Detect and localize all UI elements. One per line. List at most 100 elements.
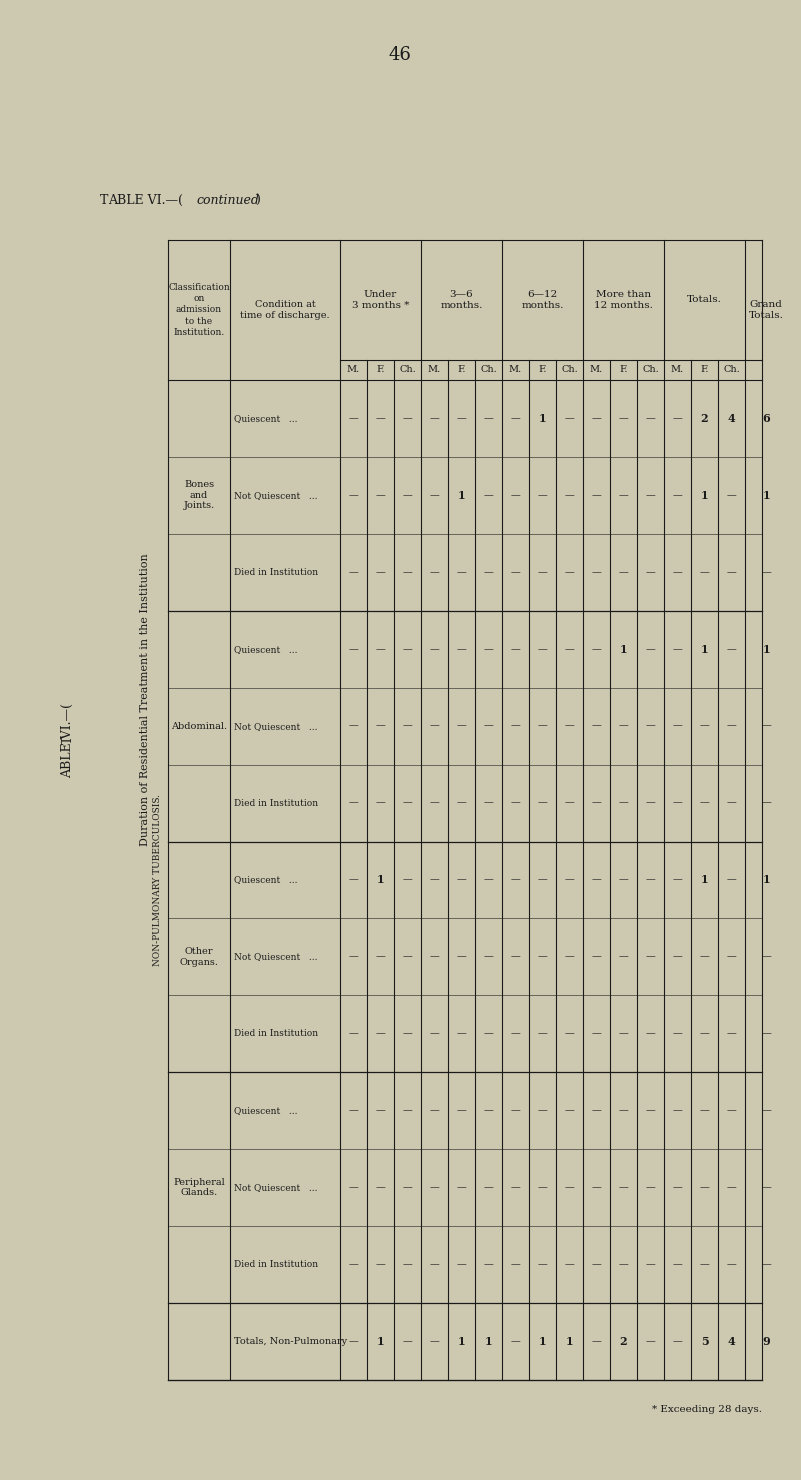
Text: —: — — [699, 1183, 710, 1193]
Text: —: — — [348, 1106, 358, 1116]
Text: —: — — [429, 1336, 440, 1345]
Text: —: — — [727, 1259, 736, 1270]
Text: Other
Organs.: Other Organs. — [179, 947, 219, 966]
Text: —: — — [429, 414, 440, 423]
Text: —: — — [761, 1106, 771, 1116]
Text: —: — — [592, 1259, 602, 1270]
Text: —: — — [510, 1336, 521, 1345]
Text: —: — — [673, 568, 682, 577]
Text: —: — — [403, 799, 413, 808]
Text: F.: F. — [376, 366, 384, 374]
Text: —: — — [403, 491, 413, 500]
Text: —: — — [457, 876, 466, 885]
Text: F.: F. — [538, 366, 547, 374]
Text: —: — — [761, 1183, 771, 1193]
Text: —: — — [537, 491, 547, 500]
Text: —: — — [510, 414, 521, 423]
Text: —: — — [565, 799, 574, 808]
Text: —: — — [592, 1030, 602, 1039]
Text: —: — — [592, 799, 602, 808]
Text: —: — — [457, 568, 466, 577]
Text: —: — — [727, 876, 736, 885]
Text: —: — — [646, 414, 655, 423]
Text: —: — — [348, 799, 358, 808]
Text: —: — — [699, 799, 710, 808]
Text: —: — — [537, 1030, 547, 1039]
Text: —: — — [592, 414, 602, 423]
Text: —: — — [673, 1259, 682, 1270]
Text: 1: 1 — [566, 1336, 574, 1347]
Text: 1: 1 — [376, 1336, 384, 1347]
Text: —: — — [565, 876, 574, 885]
Text: —: — — [646, 1336, 655, 1345]
Text: —: — — [403, 1030, 413, 1039]
Text: —: — — [429, 645, 440, 654]
Text: —: — — [592, 1106, 602, 1116]
Text: —: — — [646, 1030, 655, 1039]
Text: —: — — [673, 722, 682, 731]
Text: —: — — [403, 645, 413, 654]
Text: —: — — [727, 645, 736, 654]
Text: —: — — [699, 953, 710, 962]
Text: Grand
Totals.: Grand Totals. — [749, 300, 783, 320]
Text: —: — — [618, 1030, 628, 1039]
Text: —: — — [646, 799, 655, 808]
Text: 1: 1 — [763, 490, 770, 500]
Text: Totals.: Totals. — [687, 296, 722, 305]
Text: —: — — [457, 645, 466, 654]
Text: —: — — [376, 1259, 385, 1270]
Text: M.: M. — [590, 366, 603, 374]
Text: Ch.: Ch. — [642, 366, 659, 374]
Text: —: — — [429, 799, 440, 808]
Text: 46: 46 — [388, 46, 412, 64]
Text: Quiescent   ...: Quiescent ... — [234, 876, 297, 885]
Text: —: — — [537, 799, 547, 808]
Text: —: — — [673, 1183, 682, 1193]
Text: Not Quiescent   ...: Not Quiescent ... — [234, 491, 317, 500]
Text: —: — — [510, 645, 521, 654]
Text: —: — — [429, 1259, 440, 1270]
Text: M.: M. — [347, 366, 360, 374]
Text: —: — — [457, 1030, 466, 1039]
Text: T: T — [100, 194, 108, 207]
Text: —: — — [727, 722, 736, 731]
Text: 1: 1 — [620, 644, 627, 654]
Text: Not Quiescent   ...: Not Quiescent ... — [234, 953, 317, 962]
Text: —: — — [376, 1106, 385, 1116]
Text: M.: M. — [509, 366, 522, 374]
Text: —: — — [403, 1106, 413, 1116]
Text: —: — — [348, 1183, 358, 1193]
Text: —: — — [348, 1259, 358, 1270]
Text: 1: 1 — [376, 875, 384, 885]
Text: —: — — [618, 1106, 628, 1116]
Text: —: — — [429, 722, 440, 731]
Text: —: — — [403, 722, 413, 731]
Text: —: — — [376, 1030, 385, 1039]
Text: F.: F. — [619, 366, 628, 374]
Text: —: — — [510, 953, 521, 962]
Text: —: — — [673, 491, 682, 500]
Text: —: — — [565, 491, 574, 500]
Text: —: — — [484, 1106, 493, 1116]
Text: 1: 1 — [539, 1336, 546, 1347]
Text: —: — — [592, 645, 602, 654]
Text: Ch.: Ch. — [723, 366, 740, 374]
Text: —: — — [457, 1259, 466, 1270]
Text: —: — — [403, 1183, 413, 1193]
Text: —: — — [510, 722, 521, 731]
Text: —: — — [537, 1259, 547, 1270]
Text: —: — — [484, 1183, 493, 1193]
Text: —: — — [565, 414, 574, 423]
Text: F.: F. — [700, 366, 709, 374]
Text: 1: 1 — [539, 413, 546, 423]
Text: —: — — [510, 568, 521, 577]
Text: 4: 4 — [727, 1336, 735, 1347]
Text: —: — — [348, 491, 358, 500]
Text: —: — — [592, 953, 602, 962]
Text: —: — — [646, 1183, 655, 1193]
Text: —: — — [646, 953, 655, 962]
Text: —: — — [376, 1183, 385, 1193]
Text: —: — — [403, 953, 413, 962]
Text: —: — — [484, 722, 493, 731]
Text: —: — — [592, 722, 602, 731]
